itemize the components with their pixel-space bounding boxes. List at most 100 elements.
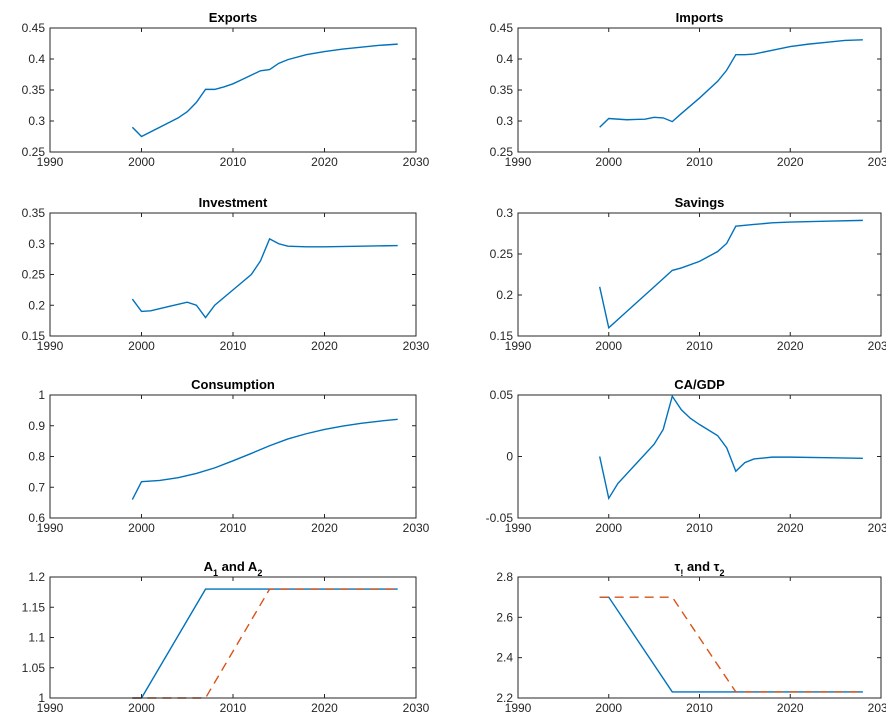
x-tick-label: 2010 bbox=[686, 339, 713, 353]
y-tick-label: 0.05 bbox=[490, 388, 514, 402]
x-tick-label: 2030 bbox=[868, 339, 886, 353]
x-tick-label: 1990 bbox=[37, 339, 64, 353]
x-tick-label: 2030 bbox=[403, 155, 430, 169]
y-tick-label: 2.8 bbox=[496, 570, 513, 584]
chart-panel: τ! and τ2 1990 2000 2010 2020 2030 2.2 2.4 2.6 2.… bbox=[496, 559, 886, 715]
x-tick-label: 1990 bbox=[505, 521, 532, 535]
chart-title-part: and τ bbox=[683, 559, 719, 574]
y-tick-label: 0.25 bbox=[490, 247, 514, 261]
y-tick-label: 0.45 bbox=[22, 21, 46, 35]
y-tick-label: 0.2 bbox=[28, 298, 45, 312]
axes-box bbox=[49, 212, 417, 337]
y-tick-label: 0.35 bbox=[22, 83, 46, 97]
x-tick-label: 2000 bbox=[595, 521, 622, 535]
chart-title-part: A bbox=[204, 559, 214, 574]
y-tick-label: 0.25 bbox=[22, 145, 46, 159]
x-tick-label: 2000 bbox=[128, 701, 155, 715]
series-line bbox=[131, 237, 398, 319]
x-tick-label: 2010 bbox=[686, 521, 713, 535]
series-line bbox=[598, 394, 863, 501]
series-line bbox=[132, 588, 398, 699]
axes-box bbox=[49, 576, 417, 699]
y-tick-label: 0.45 bbox=[490, 21, 514, 35]
x-tick-label: 2020 bbox=[311, 521, 338, 535]
chart-title-part: and A bbox=[218, 559, 258, 574]
x-tick-label: 2020 bbox=[311, 155, 338, 169]
chart-panel: CA/GDP 1990 2000 2010 2020 2030 -0.05 0 0.05 bbox=[486, 377, 886, 535]
chart-title-subscript: 1 bbox=[213, 568, 218, 578]
y-tick-label: 0.3 bbox=[28, 114, 45, 128]
chart-panel: Consumption 1990 2000 2010 2020 2030 0.6 0.7 0.8… bbox=[28, 377, 429, 535]
y-tick-label: 0.4 bbox=[28, 52, 45, 66]
y-tick-label: 0.15 bbox=[490, 329, 514, 343]
y-tick-label: 0.9 bbox=[28, 419, 45, 433]
series-line bbox=[598, 219, 863, 330]
y-tick-label: 1.2 bbox=[28, 570, 45, 584]
chart-title-part: τ bbox=[675, 559, 681, 574]
x-tick-label: 2010 bbox=[686, 701, 713, 715]
x-tick-label: 2000 bbox=[128, 339, 155, 353]
chart-title: Exports bbox=[209, 10, 257, 25]
x-tick-label: 2020 bbox=[777, 521, 804, 535]
y-tick-label: 1.05 bbox=[22, 661, 46, 675]
chart-title: Investment bbox=[199, 195, 268, 210]
x-tick-label: 2000 bbox=[595, 339, 622, 353]
y-tick-label: 0.3 bbox=[28, 237, 45, 251]
series-line bbox=[131, 43, 398, 138]
x-tick-label: 2030 bbox=[403, 521, 430, 535]
x-tick-label: 2030 bbox=[868, 521, 886, 535]
chart-title-subscript: 2 bbox=[719, 568, 724, 578]
y-tick-label: 0.15 bbox=[22, 329, 46, 343]
x-tick-label: 2020 bbox=[311, 701, 338, 715]
y-tick-label: 0.3 bbox=[496, 206, 513, 220]
x-tick-label: 2030 bbox=[403, 339, 430, 353]
chart-title: A1 and A2 bbox=[204, 559, 263, 578]
x-tick-label: 2030 bbox=[868, 701, 886, 715]
chart-title: Consumption bbox=[191, 377, 275, 392]
y-tick-label: 0.2 bbox=[496, 288, 513, 302]
y-tick-label: 2.2 bbox=[496, 691, 513, 705]
x-tick-label: 2010 bbox=[220, 701, 247, 715]
x-tick-label: 2000 bbox=[128, 155, 155, 169]
x-tick-label: 1990 bbox=[505, 155, 532, 169]
y-tick-label: -0.05 bbox=[486, 511, 514, 525]
x-tick-label: 2030 bbox=[403, 701, 430, 715]
x-tick-label: 1990 bbox=[37, 155, 64, 169]
x-tick-label: 2020 bbox=[777, 155, 804, 169]
y-tick-label: 0.35 bbox=[490, 83, 514, 97]
x-tick-label: 2000 bbox=[595, 701, 622, 715]
chart-title: Savings bbox=[675, 195, 725, 210]
chart-panel: Exports 1990 2000 2010 2020 2030 0.25 0.3 0.35 0.… bbox=[22, 10, 430, 169]
chart-title: CA/GDP bbox=[674, 377, 725, 392]
x-tick-label: 2010 bbox=[220, 521, 247, 535]
axes-box bbox=[49, 394, 417, 519]
y-tick-label: 0.8 bbox=[28, 450, 45, 464]
series-line bbox=[599, 39, 863, 128]
x-tick-label: 1990 bbox=[505, 701, 532, 715]
y-tick-label: 0.25 bbox=[22, 268, 46, 282]
y-tick-label: 0.25 bbox=[490, 145, 514, 159]
chart-panel: Savings 1990 2000 2010 2020 2030 0.15 0.2 0.25 0.… bbox=[490, 195, 886, 353]
y-tick-label: 2.4 bbox=[496, 651, 513, 665]
chart-title: τ! and τ2 bbox=[675, 559, 725, 578]
chart-title: Imports bbox=[676, 10, 724, 25]
x-tick-label: 1990 bbox=[505, 339, 532, 353]
x-tick-label: 1990 bbox=[37, 521, 64, 535]
x-tick-label: 2020 bbox=[311, 339, 338, 353]
x-tick-label: 2000 bbox=[128, 521, 155, 535]
x-tick-label: 2010 bbox=[686, 155, 713, 169]
x-tick-label: 2020 bbox=[777, 339, 804, 353]
y-tick-label: 0.6 bbox=[28, 511, 45, 525]
y-tick-label: 2.6 bbox=[496, 610, 513, 624]
x-tick-label: 2000 bbox=[595, 155, 622, 169]
series-line bbox=[132, 588, 398, 699]
y-tick-label: 0.4 bbox=[496, 52, 513, 66]
y-tick-label: 1.15 bbox=[22, 600, 46, 614]
y-tick-label: 1 bbox=[38, 388, 45, 402]
series-line bbox=[599, 596, 863, 693]
series-line bbox=[599, 596, 863, 693]
y-tick-label: 1 bbox=[38, 691, 45, 705]
y-tick-label: 0 bbox=[506, 450, 513, 464]
